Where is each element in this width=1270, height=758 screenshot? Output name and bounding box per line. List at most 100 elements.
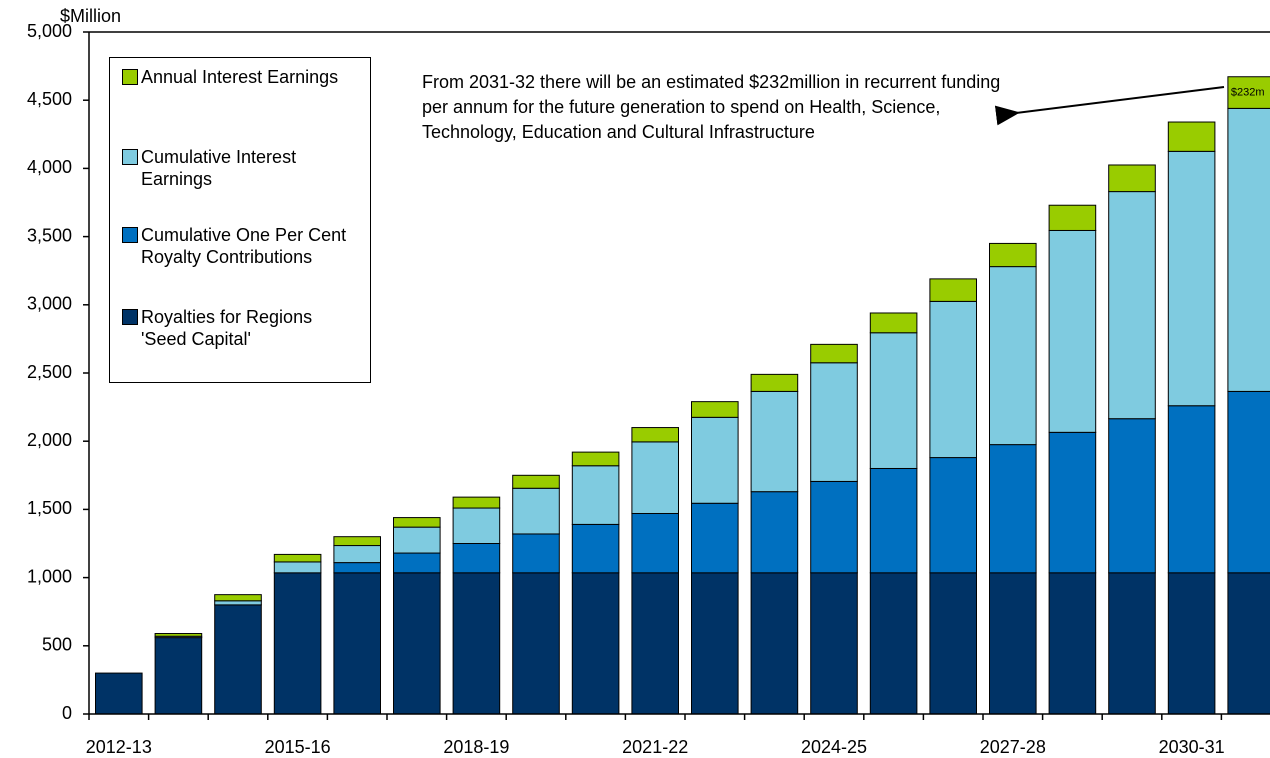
bar-segment (989, 266, 1037, 446)
bar-segment (631, 427, 680, 443)
bar-segment (1227, 572, 1270, 715)
legend-label: Annual Interest Earnings (141, 67, 339, 87)
bar-segment (1227, 76, 1270, 109)
bar-segment (571, 451, 620, 467)
legend-label: Cumulative One Per Cent Royalty Contribu… (141, 225, 347, 267)
bar-segment (393, 517, 441, 528)
bar-segment (571, 572, 620, 715)
annotation: From 2031-32 there will be an estimated … (422, 72, 1001, 142)
bar-segment (1167, 405, 1216, 574)
bar-segment (989, 444, 1037, 574)
bar-segment (393, 572, 441, 715)
y-tick-label: 4,500 (27, 89, 72, 109)
bar-segment (1048, 204, 1097, 231)
bar-segment (1048, 572, 1097, 715)
bar-segment (929, 300, 978, 459)
bar-segment (452, 507, 501, 545)
bar-segment (869, 312, 918, 334)
bar-segment (750, 572, 799, 715)
bar-segment (273, 572, 322, 715)
y-axis-label: $Million (60, 6, 121, 26)
bar-segment (214, 594, 262, 602)
bar-segment (750, 390, 799, 493)
x-tick-label: 2027-28 (980, 737, 1046, 757)
annotation-arrow (994, 86, 1225, 126)
bar-segment (333, 536, 381, 547)
bar-segment (393, 552, 441, 574)
bar-segment (214, 604, 262, 715)
bar-segment (691, 416, 739, 504)
bar-segment (750, 373, 799, 392)
y-tick-label: 2,500 (27, 362, 72, 382)
bar-segment (1167, 121, 1216, 152)
legend-label: Royalties for Regions 'Seed Capital' (141, 307, 313, 349)
bar-segment (1227, 107, 1270, 392)
bar-segment (929, 457, 978, 574)
y-tick-label: 3,000 (27, 294, 72, 314)
bar-segment (929, 572, 978, 715)
bar-segment (810, 362, 858, 482)
x-tick-label: 2015-16 (265, 737, 331, 757)
legend-swatch (122, 69, 138, 85)
bar-segment (1048, 229, 1097, 433)
bar-segment (512, 474, 560, 489)
x-tick-label: 2030-31 (1159, 737, 1225, 757)
bar-segment (1108, 191, 1156, 420)
y-tick-label: 1,000 (27, 566, 72, 586)
bars: $232m (95, 76, 1270, 715)
legend-entry: Annual Interest Earnings (122, 66, 362, 88)
bar-segment (512, 572, 560, 715)
bar-segment (691, 502, 739, 574)
y-tick-label: 3,500 (27, 225, 72, 245)
legend-swatch (122, 149, 138, 165)
bar-segment (333, 562, 381, 574)
bar-segment (869, 467, 918, 574)
bar-segment (214, 600, 262, 606)
bar-segment (452, 496, 501, 509)
bar-segment (1108, 572, 1156, 715)
x-tick-label: 2012-13 (86, 737, 152, 757)
legend-swatch (122, 309, 138, 325)
legend-entry: Cumulative Interest Earnings (122, 146, 362, 190)
bar-segment (1167, 150, 1216, 407)
bar-segment (452, 572, 501, 715)
bar-segment (691, 572, 739, 715)
bar-segment (95, 672, 143, 715)
y-tick-label: 0 (62, 703, 72, 723)
bar-segment (393, 526, 441, 554)
bar-segment (452, 543, 501, 574)
bar-segment (631, 512, 680, 574)
bar-segment (929, 278, 978, 302)
bar-segment (989, 572, 1037, 715)
bar-segment (631, 441, 680, 514)
bar-segment (989, 242, 1037, 268)
bar-segment (512, 533, 560, 574)
y-tick-label: 500 (42, 635, 72, 655)
legend-swatch (122, 227, 138, 243)
legend-entry: Royalties for Regions 'Seed Capital' (122, 306, 362, 350)
bar-segment (571, 465, 620, 525)
bar-segment (750, 491, 799, 574)
bar-segment (1048, 431, 1097, 574)
y-tick-label: 5,000 (27, 21, 72, 41)
x-tick-label: 2021-22 (622, 737, 688, 757)
bar-segment (1227, 390, 1270, 574)
bar-segment (154, 637, 203, 715)
bar-segment (571, 523, 620, 574)
bar-segment (691, 401, 739, 418)
bar-segment (154, 633, 203, 637)
bar-segment (273, 553, 322, 563)
bar-segment (1108, 418, 1156, 574)
bar-segment (333, 572, 381, 715)
bar-segment (631, 572, 680, 715)
y-tick-label: 4,000 (27, 157, 72, 177)
bar-segment (869, 572, 918, 715)
bar-segment (810, 343, 858, 364)
x-tick-label: 2024-25 (801, 737, 867, 757)
bar-segment (810, 572, 858, 715)
bar-segment (1167, 572, 1216, 715)
bar-segment (512, 487, 560, 535)
bar-segment (810, 480, 858, 574)
